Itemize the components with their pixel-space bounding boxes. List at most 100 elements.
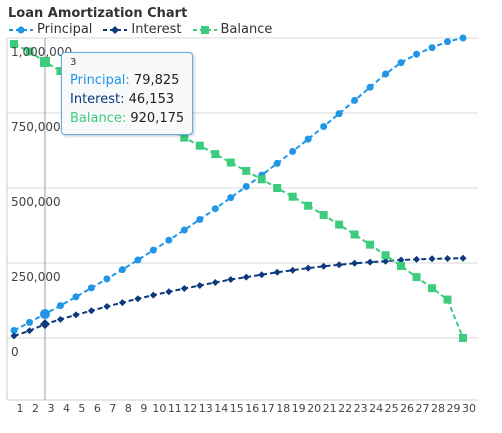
data-point-principal xyxy=(87,284,95,292)
chart-legend: Principal Interest Balance xyxy=(8,22,272,37)
data-point-interest xyxy=(25,327,33,335)
data-point-balance xyxy=(211,150,220,159)
tooltip-row-principal: Principal: 79,825 xyxy=(70,71,184,90)
data-point-balance xyxy=(180,133,189,142)
data-point-balance xyxy=(226,158,235,167)
data-point-interest xyxy=(118,299,126,307)
data-point-interest xyxy=(335,261,343,269)
data-point-interest xyxy=(413,255,421,263)
series-line-interest xyxy=(13,257,464,337)
data-point-principal xyxy=(289,147,297,155)
data-point-interest xyxy=(165,288,173,296)
data-point-principal xyxy=(444,38,452,46)
data-point-balance xyxy=(366,240,375,249)
x-tick-label: 7 xyxy=(109,402,116,415)
x-tick-label: 21 xyxy=(323,402,337,415)
legend-label-balance: Balance xyxy=(220,22,273,37)
data-point-principal xyxy=(180,226,188,234)
data-point-interest xyxy=(289,266,297,274)
data-point-principal xyxy=(39,309,50,320)
data-point-principal xyxy=(366,83,374,91)
data-point-principal xyxy=(335,110,343,118)
data-point-principal xyxy=(149,246,157,254)
legend-label-interest: Interest xyxy=(131,22,182,37)
y-tick-label: 250,000 xyxy=(11,270,61,284)
data-point-interest xyxy=(87,307,95,315)
data-point-balance xyxy=(319,211,328,219)
y-tick-label: 1,000,000 xyxy=(11,45,72,59)
y-tick-label: 750,000 xyxy=(11,120,61,134)
data-point-balance xyxy=(242,166,251,175)
data-point-principal xyxy=(413,50,421,58)
data-point-balance xyxy=(412,273,421,282)
data-point-balance xyxy=(25,47,34,56)
data-tooltip: 3 Principal: 79,825 Interest: 46,153 Bal… xyxy=(61,52,193,135)
tooltip-value-interest: 46,153 xyxy=(128,92,175,107)
data-point-interest xyxy=(366,258,374,266)
data-point-balance xyxy=(195,141,204,150)
data-point-principal xyxy=(428,44,436,52)
data-point-interest xyxy=(273,268,281,276)
data-point-balance xyxy=(304,201,313,210)
data-point-principal xyxy=(72,293,80,301)
chart-title: Loan Amortization Chart xyxy=(8,6,188,21)
data-point-interest xyxy=(258,271,266,279)
legend-item-balance[interactable]: Balance xyxy=(192,22,273,37)
x-tick-label: 12 xyxy=(183,402,197,415)
x-tick-label: 8 xyxy=(125,402,132,415)
x-tick-label: 23 xyxy=(354,402,368,415)
x-tick-label: 11 xyxy=(168,402,182,415)
data-point-interest xyxy=(196,282,204,289)
legend-item-principal[interactable]: Principal xyxy=(8,22,92,37)
x-tick-label: 26 xyxy=(400,402,414,415)
data-point-principal xyxy=(320,123,328,130)
tooltip-value-balance: 920,175 xyxy=(130,111,185,126)
data-point-principal xyxy=(25,318,33,326)
data-point-interest xyxy=(39,319,50,330)
x-axis-ticks: 1 2 3 4 5 6 7 8 9 10 11 12 13 14 15 16 17 18 19 20 21 22 23 24 2… xyxy=(17,402,477,415)
x-tick-label: 17 xyxy=(261,402,275,415)
balance-legend-marker-icon xyxy=(192,25,217,34)
legend-label-principal: Principal xyxy=(37,22,93,37)
data-point-balance xyxy=(273,184,282,192)
data-point-principal xyxy=(103,275,111,283)
x-tick-label: 16 xyxy=(245,402,259,415)
x-tick-label: 30 xyxy=(462,402,476,415)
data-point-balance xyxy=(443,295,452,304)
interest-legend-marker-icon xyxy=(103,25,128,34)
data-point-principal xyxy=(165,236,173,244)
tooltip-header: 3 xyxy=(70,57,77,68)
data-point-interest xyxy=(149,291,157,299)
data-point-principal xyxy=(304,135,312,143)
data-point-balance xyxy=(10,40,18,48)
data-point-principal xyxy=(118,266,126,274)
data-point-interest xyxy=(227,276,235,283)
x-tick-label: 25 xyxy=(385,402,399,415)
x-tick-label: 5 xyxy=(78,402,85,415)
legend-item-interest[interactable]: Interest xyxy=(102,22,182,37)
data-point-principal xyxy=(242,183,250,190)
x-tick-label: 29 xyxy=(447,402,461,415)
data-point-interest xyxy=(428,255,436,263)
data-point-interest xyxy=(304,264,312,272)
data-point-interest xyxy=(351,259,359,267)
data-point-balance xyxy=(335,220,344,229)
data-point-balance xyxy=(459,334,467,342)
axes xyxy=(6,38,478,401)
x-tick-label: 19 xyxy=(292,402,306,415)
y-axis-ticks: 0 250,000 500,000 750,000 1,000,000 xyxy=(11,45,72,359)
data-point-principal xyxy=(397,59,405,67)
tooltip-row-balance: Balance: 920,175 xyxy=(70,109,184,128)
x-tick-label: 13 xyxy=(199,402,213,415)
x-tick-label: 1 xyxy=(17,402,24,415)
tooltip-label-interest: Interest: xyxy=(70,92,125,107)
y-tick-label: 0 xyxy=(11,345,19,359)
tooltip-row-interest: Interest: 46,153 xyxy=(70,90,184,109)
data-point-balance xyxy=(381,251,390,260)
data-point-interest xyxy=(459,254,467,262)
data-point-interest xyxy=(180,285,188,292)
x-tick-label: 15 xyxy=(230,402,244,415)
x-tick-label: 9 xyxy=(140,402,147,415)
data-point-interest xyxy=(134,295,142,303)
